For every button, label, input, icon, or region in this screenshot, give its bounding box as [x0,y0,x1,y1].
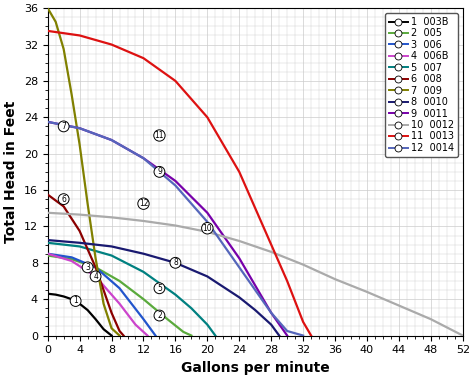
Text: 5: 5 [157,284,162,293]
Text: 2: 2 [157,311,162,320]
Text: 12: 12 [139,199,148,208]
Text: 3: 3 [85,263,90,272]
Y-axis label: Total Head in Feet: Total Head in Feet [4,101,18,243]
Text: 8: 8 [173,258,178,267]
X-axis label: Gallons per minute: Gallons per minute [181,361,329,375]
Text: 7: 7 [61,122,66,131]
Legend: 1  003B, 2  005, 3  006, 4  006B, 5  007, 6  008, 7  009, 8  0010, 9  0011, 10  : 1 003B, 2 005, 3 006, 4 006B, 5 007, 6 0… [384,13,458,157]
Text: 10: 10 [202,224,212,233]
Text: 4: 4 [93,272,98,281]
Text: 9: 9 [157,168,162,176]
Text: 11: 11 [155,131,164,140]
Text: 1: 1 [73,296,78,305]
Text: 6: 6 [61,195,66,204]
